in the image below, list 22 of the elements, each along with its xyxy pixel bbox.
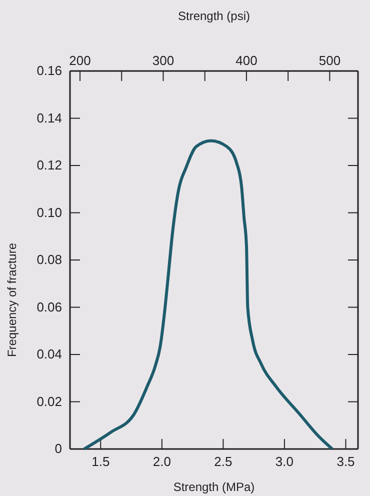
- y-tick-label: 0.08: [36, 252, 62, 268]
- y-tick-label: 0.06: [36, 299, 62, 314]
- x2-tick-label: 300: [152, 53, 174, 68]
- y-tick-label: 0.14: [36, 110, 62, 126]
- x-tick-label: 2.0: [152, 454, 171, 470]
- y-axis-title: Frequency of fracture: [5, 242, 19, 358]
- y-tick-label: 0.12: [36, 158, 62, 173]
- x-tick-label: 1.5: [92, 454, 110, 470]
- line-series: [82, 139, 334, 450]
- x-tick-label: 3.0: [275, 454, 294, 470]
- x2-axis-title: Strength (psi): [178, 9, 250, 23]
- x2-tick-label: 400: [236, 53, 258, 68]
- y-tick-label: 0: [54, 441, 62, 456]
- x2-tick-label: 200: [69, 53, 91, 68]
- x-tick-label: 3.5: [336, 454, 355, 470]
- y-tick-label: 0.04: [36, 346, 62, 362]
- y-tick-label: 0.10: [36, 204, 62, 220]
- x2-tick-label: 500: [318, 53, 341, 68]
- x-tick-label: 2.5: [214, 454, 232, 470]
- y-tick-label: 0.02: [36, 394, 62, 409]
- x-axis-title: Strength (MPa): [173, 480, 255, 494]
- y-tick-label: 0.16: [36, 63, 62, 78]
